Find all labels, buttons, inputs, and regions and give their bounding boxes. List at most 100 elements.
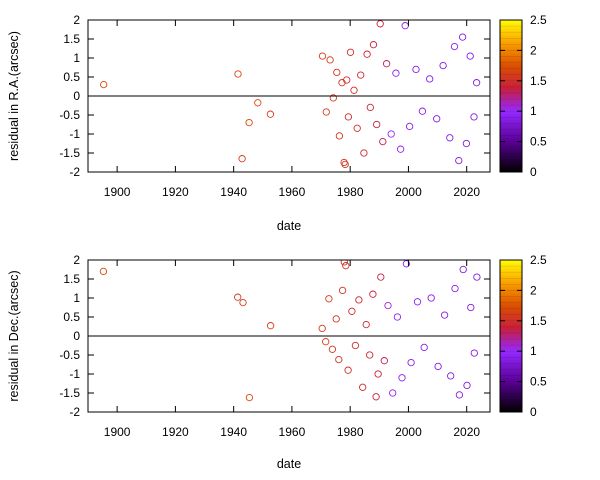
data-point (455, 156, 463, 165)
data-point (254, 99, 262, 107)
data-point (234, 70, 242, 78)
data-point (322, 108, 330, 116)
data-point (266, 322, 275, 330)
data-point (340, 260, 348, 266)
y-tick-label: -1.5 (59, 386, 80, 400)
y-tick-label: 2 (73, 253, 80, 267)
data-point (366, 351, 374, 359)
data-point (369, 41, 378, 49)
data-point (384, 301, 392, 310)
colorbar-tick-label: 0 (530, 405, 537, 419)
data-point (418, 107, 427, 115)
x-tick-label: 1900 (104, 185, 131, 199)
data-point (344, 113, 353, 121)
x-axis-label: date (277, 219, 301, 233)
data-point (234, 293, 242, 301)
data-point (357, 71, 365, 79)
data-point (245, 118, 253, 127)
data-point (392, 69, 400, 77)
data-point (447, 372, 455, 380)
data-point (463, 381, 471, 390)
data-point (341, 160, 349, 169)
data-point (239, 298, 247, 307)
colorbar-tick-label: 2 (530, 43, 537, 57)
y-tick-label: -2 (69, 405, 80, 419)
x-tick-label: 1900 (104, 425, 131, 439)
y-tick-label: 0 (73, 329, 80, 343)
data-point (343, 76, 351, 84)
data-point (467, 303, 475, 312)
data-point (266, 110, 275, 118)
data-point (350, 86, 358, 94)
data-point (338, 79, 346, 87)
chart-panel-2: -2 -1.5 -1 -0.5 0 0.5 1 1.5 2 1900 1920 1940 1960 198… (7, 253, 547, 471)
data-point (377, 273, 385, 281)
data-point (335, 355, 343, 364)
data-point (412, 65, 420, 74)
y-tick-label: -1 (69, 127, 80, 141)
data-point (470, 349, 478, 357)
data-point (329, 94, 337, 102)
y-tick-label: 0.5 (63, 310, 80, 324)
data-point (382, 60, 391, 68)
data-point (326, 56, 334, 64)
data-point (100, 80, 108, 89)
data-point (440, 311, 449, 319)
y-tick-label: 1 (73, 51, 80, 65)
data-point (470, 113, 478, 121)
data-point (458, 33, 467, 41)
data-point (338, 286, 347, 295)
data-point (335, 132, 344, 140)
data-point (380, 357, 388, 365)
data-point (372, 393, 380, 401)
data-point (426, 75, 434, 83)
colorbar-tick-label: 0 (530, 165, 537, 179)
y-tick-label: -0.5 (59, 348, 80, 362)
colorbar-tick-label: 1.5 (530, 74, 547, 88)
data-point (325, 295, 333, 303)
data-point (405, 122, 414, 131)
x-tick-label: 2020 (453, 185, 480, 199)
data-point (455, 391, 464, 399)
data-point (439, 61, 447, 70)
data-point (451, 284, 459, 293)
data-point (328, 345, 337, 353)
y-tick-label: -1 (69, 367, 80, 381)
colorbar-frame (499, 19, 523, 173)
colorbar-tick-label: 2.5 (530, 13, 547, 27)
y-tick-label: 2 (73, 13, 80, 27)
data-point (322, 338, 330, 346)
data-point (318, 52, 327, 60)
data-point (389, 389, 397, 397)
data-point (398, 374, 406, 382)
data-points (99, 260, 481, 402)
data-point (362, 320, 370, 329)
data-point (466, 52, 474, 60)
data-point (376, 20, 384, 28)
y-axis-label: residual in Dec.(arcsec) (7, 270, 21, 401)
data-point (332, 315, 340, 323)
data-point (99, 267, 108, 276)
x-tick-label: 1960 (279, 185, 306, 199)
data-point (420, 343, 428, 352)
y-tick-label: 0 (73, 89, 80, 103)
colorbar: 0 0.5 1 1.5 2 2.5 (499, 253, 547, 419)
y-axis-label: residual in R.A.(arcsec) (7, 31, 21, 161)
data-point (366, 103, 374, 112)
data-point (427, 294, 435, 302)
data-point (459, 265, 467, 274)
data-point (363, 50, 371, 58)
data-point (396, 145, 405, 153)
data-point (359, 383, 367, 391)
data-point (446, 134, 454, 142)
y-tick-label: -1.5 (59, 146, 80, 160)
x-tick-label: 1960 (279, 425, 306, 439)
x-tick-label: 1940 (220, 185, 247, 199)
colorbar-tick-label: 1 (530, 344, 537, 358)
colorbar-tick-label: 0.5 (530, 135, 547, 149)
colorbar-tick-label: 1 (530, 104, 537, 118)
x-tick-label: 1940 (220, 425, 247, 439)
data-points (100, 20, 481, 169)
data-point (387, 130, 395, 138)
